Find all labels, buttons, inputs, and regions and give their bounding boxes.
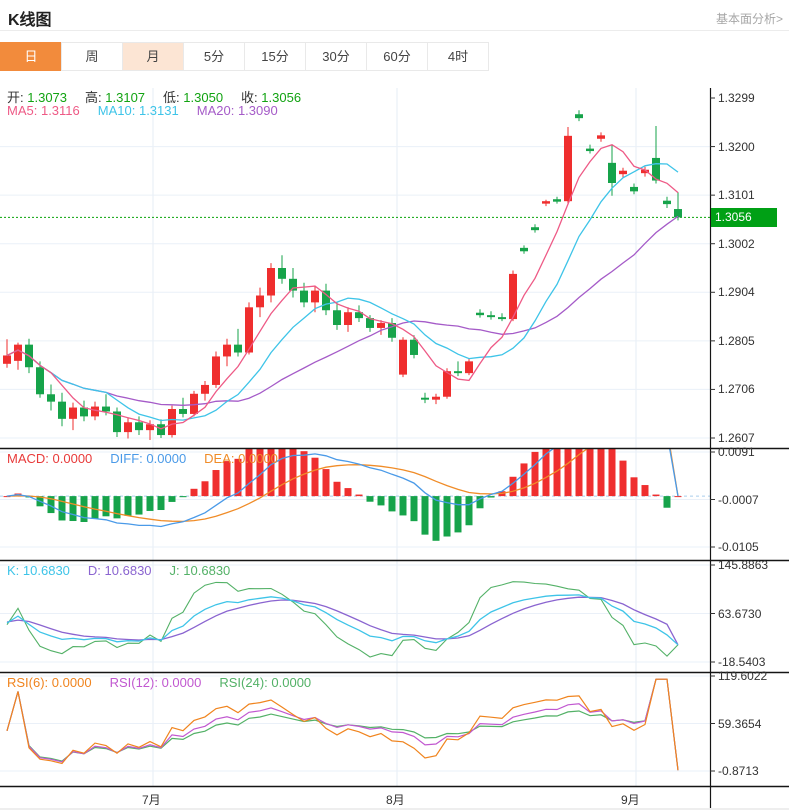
y-axis-label: 59.3654: [718, 716, 762, 731]
series-line: [6, 596, 679, 646]
y-axis-label: 1.3200: [718, 139, 755, 154]
series-line: [6, 143, 679, 430]
tab-30min[interactable]: 30分: [305, 42, 367, 71]
y-axis-label: 1.2706: [718, 382, 755, 397]
tab-5min[interactable]: 5分: [183, 42, 245, 71]
y-axis-label: 0.0091: [718, 445, 755, 459]
y-axis-label: 63.6730: [718, 606, 762, 621]
y-axis-label: -0.0007: [718, 492, 759, 507]
series-line: [6, 449, 679, 523]
tab-60min[interactable]: 60分: [366, 42, 428, 71]
x-axis-label: 7月: [142, 793, 161, 807]
header-divider: [0, 30, 789, 31]
x-axis-label: 8月: [386, 793, 405, 807]
series-line: [6, 678, 679, 771]
y-axis-label: 1.3002: [718, 236, 755, 251]
series-line: [6, 594, 679, 646]
y-axis-label: 1.3299: [718, 91, 755, 105]
y-axis-label: 1.3101: [718, 188, 755, 203]
series-line: [6, 581, 679, 658]
tab-day[interactable]: 日: [0, 42, 62, 71]
y-axis-label: -18.5403: [718, 655, 766, 669]
series-line: [6, 163, 679, 422]
series-line: [6, 678, 679, 771]
y-axis-label: -0.8713: [718, 764, 759, 778]
tab-15min[interactable]: 15分: [244, 42, 306, 71]
y-axis-label: 119.6022: [718, 669, 768, 683]
series-line: [6, 678, 679, 771]
y-axis-label: 1.2904: [718, 285, 755, 300]
interval-tabs: 日 周 月 5分 15分 30分 60分 4时: [0, 42, 489, 71]
x-axis-label: 9月: [621, 793, 640, 807]
tab-4hour[interactable]: 4时: [427, 42, 489, 71]
y-axis-label: 1.2805: [718, 333, 755, 348]
y-axis-label: 1.2607: [718, 431, 755, 445]
y-axis-label: -0.0105: [718, 540, 759, 554]
series-line: [6, 449, 679, 528]
tab-week[interactable]: 周: [61, 42, 123, 71]
fundamental-analysis-link[interactable]: 基本面分析>: [715, 12, 783, 26]
candles: [3, 110, 682, 440]
page-title: K线图: [8, 12, 52, 29]
y-axis-label: 145.8863: [718, 558, 769, 572]
macd-bars: [3, 449, 682, 541]
series-line: [6, 215, 679, 406]
current-price-badge: 1.3056: [711, 208, 777, 227]
tab-month[interactable]: 月: [122, 42, 184, 71]
